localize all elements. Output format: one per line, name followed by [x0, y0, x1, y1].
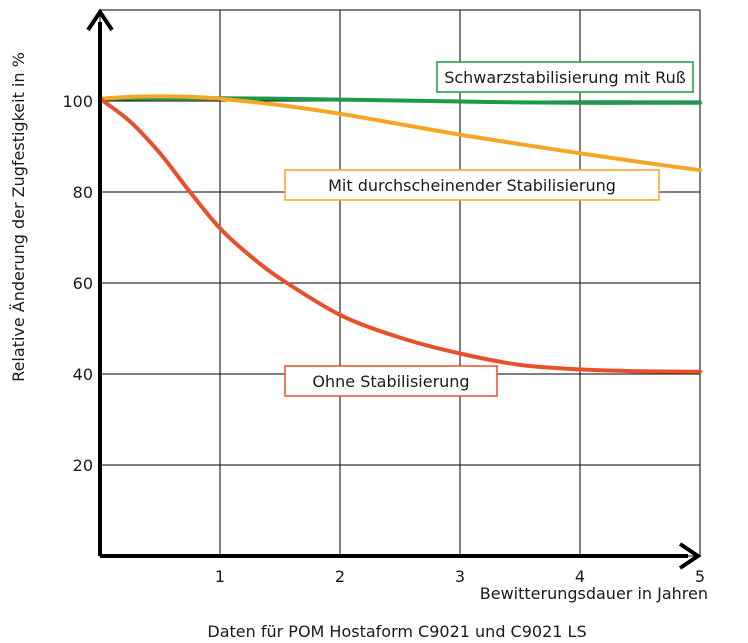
y-axis-label: Relative Änderung der Zugfestigkeit in %	[9, 52, 28, 382]
series-label-box	[284, 169, 660, 201]
x-axis-arrow	[678, 542, 702, 570]
series-label-translucent: Mit durchscheinender Stabilisierung	[284, 169, 660, 201]
y-axis-arrow	[86, 8, 114, 32]
y-tick-label: 20	[73, 456, 93, 475]
series-lines	[98, 94, 702, 374]
x-tick-label: 1	[215, 567, 225, 586]
series-label-text: Mit durchscheinender Stabilisierung	[328, 176, 616, 195]
chart-caption: Daten für POM Hostaform C9021 und C9021 …	[207, 622, 586, 641]
x-tick-label: 4	[575, 567, 585, 586]
y-tick-label: 60	[73, 274, 93, 293]
series-label-text: Ohne Stabilisierung	[312, 372, 469, 391]
series-label-box	[436, 61, 694, 93]
x-tick-label: 2	[335, 567, 345, 586]
y-tick-label: 40	[73, 365, 93, 384]
series-line-translucent	[98, 94, 702, 173]
series-line-unstabilized	[98, 96, 702, 374]
series-label-box	[284, 365, 498, 397]
series-label-text: Schwarzstabilisierung mit Ruß	[444, 68, 686, 87]
axes	[86, 8, 702, 570]
y-tick-label: 80	[73, 183, 93, 202]
tick-labels: 20 40 60 80 100 1 2 3 4 5	[62, 92, 705, 586]
x-tick-label: 5	[695, 567, 705, 586]
x-tick-label: 3	[455, 567, 465, 586]
y-tick-label: 100	[62, 92, 93, 111]
series-label-carbon-black: Schwarzstabilisierung mit Ruß	[436, 61, 694, 93]
x-axis-label: Bewitterungsdauer in Jahren	[480, 584, 708, 603]
series-label-unstabilized: Ohne Stabilisierung	[284, 365, 498, 397]
series-labels: Schwarzstabilisierung mit Ruß Mit durchsc…	[284, 61, 694, 397]
